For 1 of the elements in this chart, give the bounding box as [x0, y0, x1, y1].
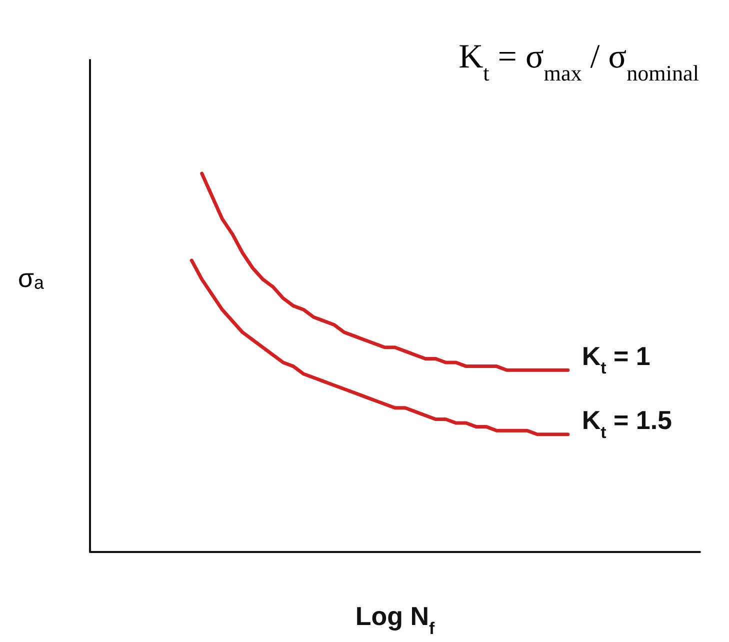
y-axis-title: σₐ	[18, 263, 44, 293]
